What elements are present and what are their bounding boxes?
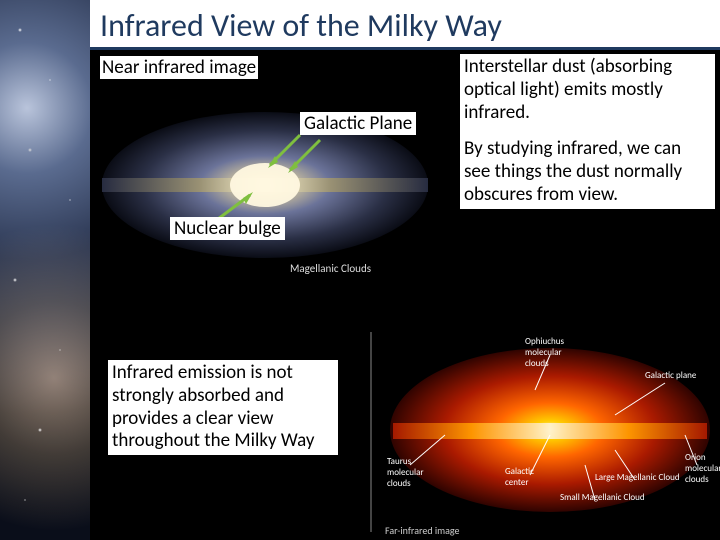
vertical-divider [370,332,372,532]
slide-title: Infrared View of the Milky Way [90,0,720,50]
lower-region: Infrared emission is not strongly absorb… [90,330,720,540]
magellanic-clouds-label: Magellanic Clouds [290,262,371,275]
galactic-plane-label: Galactic Plane [300,112,416,135]
right-text-p1: Interstellar dust (absorbing optical lig… [464,56,711,124]
annot-galactic-center: Galactic center [505,466,550,488]
annot-ophiuchus: Ophiuchus molecular clouds [525,336,585,369]
annot-smc: Small Magellanic Cloud [560,492,645,503]
cosmic-sidebar-image [0,0,90,540]
far-ir-caption: Far-infrared image [385,524,460,537]
upper-region: Near infrared image [90,50,720,330]
lower-explanation-text: Infrared emission is not strongly absorb… [108,360,338,455]
annot-lmc: Large Magellanic Cloud [595,472,680,483]
annot-orion: Orion molecular clouds [685,452,715,485]
slide-content: Infrared View of the Milky Way Near infr… [90,0,720,540]
nuclear-bulge-label: Nuclear bulge [170,217,285,240]
right-explanation-text: Interstellar dust (absorbing optical lig… [460,54,715,209]
annot-taurus: Taurus molecular clouds [387,456,437,489]
annot-galactic-plane: Galactic plane [645,370,696,381]
far-ir-image: Ophiuchus molecular clouds Galactic plan… [385,330,715,530]
right-text-p2: By studying infrared, we can see things … [464,138,711,206]
near-ir-caption: Near infrared image [100,56,258,79]
